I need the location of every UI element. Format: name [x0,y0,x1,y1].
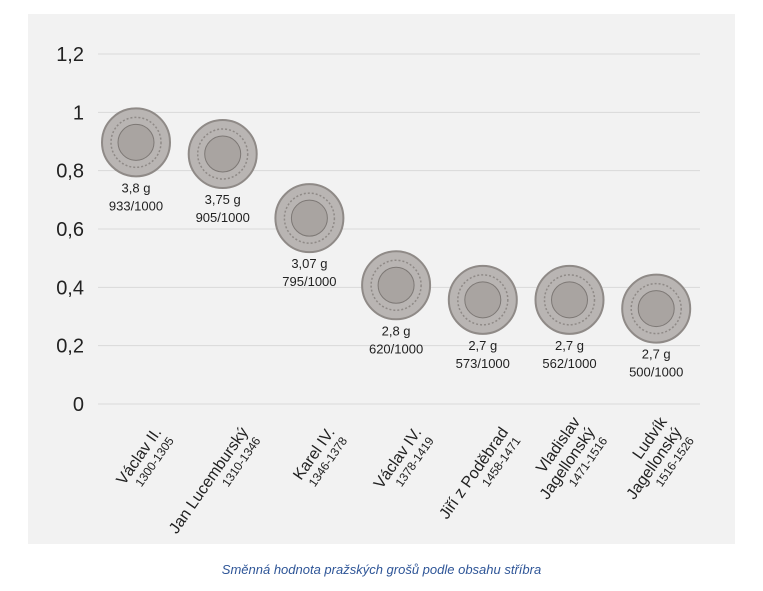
coin-markers [101,107,692,344]
coin-marker [447,264,518,335]
coin-crown-emblem [464,281,502,319]
y-tick-label: 0 [73,394,84,416]
coin-fineness-label: 905/1000 [196,210,250,225]
coin-fineness-label: 933/1000 [109,198,163,213]
coin-crown-emblem [290,199,328,237]
ruler-name: Jan Lucemburský [166,425,252,537]
coin-inner-ring [457,274,509,326]
coin-inner-ring [370,259,422,311]
chart-panel: 0 0,2 0,4 0,6 0,8 1 1,2 3,8 g 933/1000 3,75 g 905… [28,14,735,544]
coin-inner-ring [543,274,596,326]
coin-data-labels: 3,8 g 933/1000 3,75 g 905/1000 3,07 g 795/100… [109,180,683,379]
y-tick-label: 0,4 [56,277,84,299]
coin-inner-ring [630,282,682,335]
figure-caption: Směnná hodnota pražských grošů podle obs… [221,562,542,577]
coin-inner-ring [283,192,336,244]
coin-marker [361,250,432,321]
coin-marker [534,264,605,335]
coin-weight-label: 3,07 g [291,256,327,271]
coin-crown-emblem [637,290,675,328]
coin-marker [101,107,171,178]
y-axis-tick-labels: 0 0,2 0,4 0,6 0,8 1 1,2 [56,44,84,416]
y-tick-label: 0,2 [56,336,84,358]
coin-marker [187,119,258,189]
y-tick-label: 1,2 [56,44,84,66]
coin-marker [274,183,345,254]
coin-crown-emblem [204,135,242,173]
coin-value-chart: 0 0,2 0,4 0,6 0,8 1 1,2 3,8 g 933/1000 3,75 g 905… [56,44,700,537]
y-tick-label: 0,6 [56,219,84,241]
coin-weight-label: 3,8 g [122,180,151,195]
coin-crown-emblem [551,281,588,319]
coin-weight-label: 2,7 g [642,347,671,362]
coin-weight-label: 2,7 g [555,338,584,353]
coin-inner-ring [110,116,162,169]
coin-crown-emblem [377,266,415,304]
coin-marker [621,273,692,344]
coin-weight-label: 2,8 g [382,323,411,338]
x-tick-label: Václav IV.1378-1419 [371,425,437,493]
coin-weight-label: 2,7 g [468,338,497,353]
coin-fineness-label: 562/1000 [542,356,596,371]
y-tick-label: 0,8 [56,161,84,183]
coin-crown-emblem [117,123,155,161]
coin-fineness-label: 620/1000 [369,341,423,356]
x-tick-label: Karel IV.1346-1378 [290,425,350,490]
coin-fineness-label: 500/1000 [629,365,683,380]
coin-fineness-label: 573/1000 [456,356,510,371]
x-tick-label: Václav II.1300-1305 [114,425,177,490]
coin-weight-label: 3,75 g [205,192,241,207]
coin-inner-ring [196,128,249,180]
coin-fineness-label: 795/1000 [282,274,336,289]
y-tick-label: 1 [73,102,84,124]
